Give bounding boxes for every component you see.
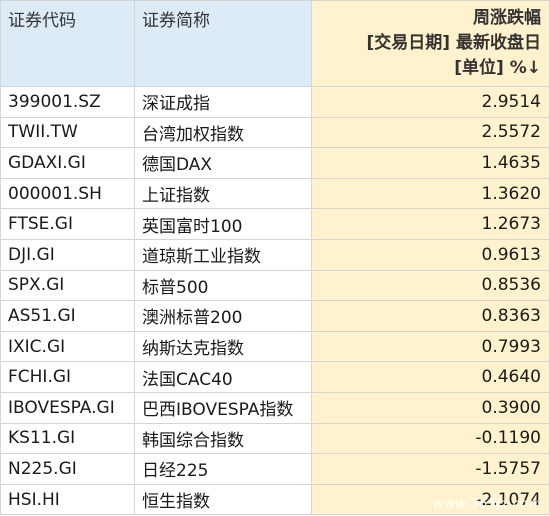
table-row: KS11.GI 韩国综合指数 -0.1190: [0, 422, 550, 455]
header-row: 证券代码 证券简称 周涨跌幅 [交易日期] 最新收盘日 [单位] %↓: [0, 0, 550, 87]
cell-weekly-change: 1.3620: [311, 177, 550, 210]
table-row: SPX.GI 标普500 0.8536: [0, 269, 550, 302]
cell-name: 深证成指: [134, 86, 312, 118]
cell-code: KS11.GI: [0, 422, 135, 455]
cell-name: 德国DAX: [134, 147, 312, 179]
table-row: AS51.GI 澳洲标普200 0.8363: [0, 300, 550, 332]
table-row: N225.GI 日经225 -1.5757: [0, 453, 550, 485]
table-row: IBOVESPA.GI 巴西IBOVESPA指数 0.3900: [0, 391, 550, 424]
cell-code: IBOVESPA.GI: [0, 391, 135, 424]
watermark-text: www.365jz.com: [433, 497, 542, 512]
cell-name: 标普500: [134, 269, 312, 302]
cell-code: AS51.GI: [0, 300, 135, 332]
cell-name: 英国富时100: [134, 208, 312, 240]
table-row: TWII.TW 台湾加权指数 2.5572: [0, 116, 550, 149]
table-row: 399001.SZ 深证成指 2.9514: [0, 86, 550, 118]
table-row: FTSE.GI 英国富时100 1.2673: [0, 208, 550, 240]
cell-code: HSI.HI: [0, 483, 135, 516]
cell-weekly-change: 0.9613: [311, 238, 550, 271]
cell-name: 日经225: [134, 453, 312, 485]
cell-weekly-change: 0.4640: [311, 361, 550, 393]
cell-code: N225.GI: [0, 453, 135, 485]
cell-name: 台湾加权指数: [134, 116, 312, 149]
cell-weekly-change: -2.1074: [311, 483, 550, 516]
table-row: FCHI.GI 法国CAC40 0.4640: [0, 361, 550, 393]
cell-code: 000001.SH: [0, 177, 135, 210]
header-change-title: 周涨跌幅: [473, 8, 541, 28]
cell-weekly-change: -1.5757: [311, 453, 550, 485]
header-change-unit: [单位] %↓: [454, 58, 541, 78]
header-weekly-change: 周涨跌幅 [交易日期] 最新收盘日 [单位] %↓: [311, 0, 550, 87]
cell-weekly-change: 2.9514: [311, 86, 550, 118]
cell-code: FTSE.GI: [0, 208, 135, 240]
cell-name: 韩国综合指数: [134, 422, 312, 455]
cell-weekly-change: 1.4635: [311, 147, 550, 179]
cell-name: 纳斯达克指数: [134, 330, 312, 363]
header-name: 证券简称: [134, 0, 312, 87]
cell-weekly-change: 0.8536: [311, 269, 550, 302]
cell-name: 巴西IBOVESPA指数: [134, 391, 312, 424]
cell-code: FCHI.GI: [0, 361, 135, 393]
cell-weekly-change: 0.7993: [311, 330, 550, 363]
cell-code: SPX.GI: [0, 269, 135, 302]
cell-code: GDAXI.GI: [0, 147, 135, 179]
cell-code: 399001.SZ: [0, 86, 135, 118]
cell-name: 上证指数: [134, 177, 312, 210]
watermark: www.365jz.com: [433, 497, 542, 512]
table-row: HSI.HI 恒生指数 -2.1074: [0, 483, 550, 516]
cell-weekly-change: 0.8363: [311, 300, 550, 332]
cell-code: DJI.GI: [0, 238, 135, 271]
header-change-date: [交易日期] 最新收盘日: [366, 33, 541, 53]
table-row: IXIC.GI 纳斯达克指数 0.7993: [0, 330, 550, 363]
cell-weekly-change: 1.2673: [311, 208, 550, 240]
cell-code: TWII.TW: [0, 116, 135, 149]
cell-weekly-change: -0.1190: [311, 422, 550, 455]
cell-weekly-change: 2.5572: [311, 116, 550, 149]
cell-name: 恒生指数: [134, 483, 312, 516]
table-row: DJI.GI 道琼斯工业指数 0.9613: [0, 238, 550, 271]
cell-name: 澳洲标普200: [134, 300, 312, 332]
cell-code: IXIC.GI: [0, 330, 135, 363]
cell-weekly-change: 0.3900: [311, 391, 550, 424]
table-row: GDAXI.GI 德国DAX 1.4635: [0, 147, 550, 179]
header-code: 证券代码: [0, 0, 135, 87]
cell-name: 法国CAC40: [134, 361, 312, 393]
table-row: 000001.SH 上证指数 1.3620: [0, 177, 550, 210]
cell-name: 道琼斯工业指数: [134, 238, 312, 271]
